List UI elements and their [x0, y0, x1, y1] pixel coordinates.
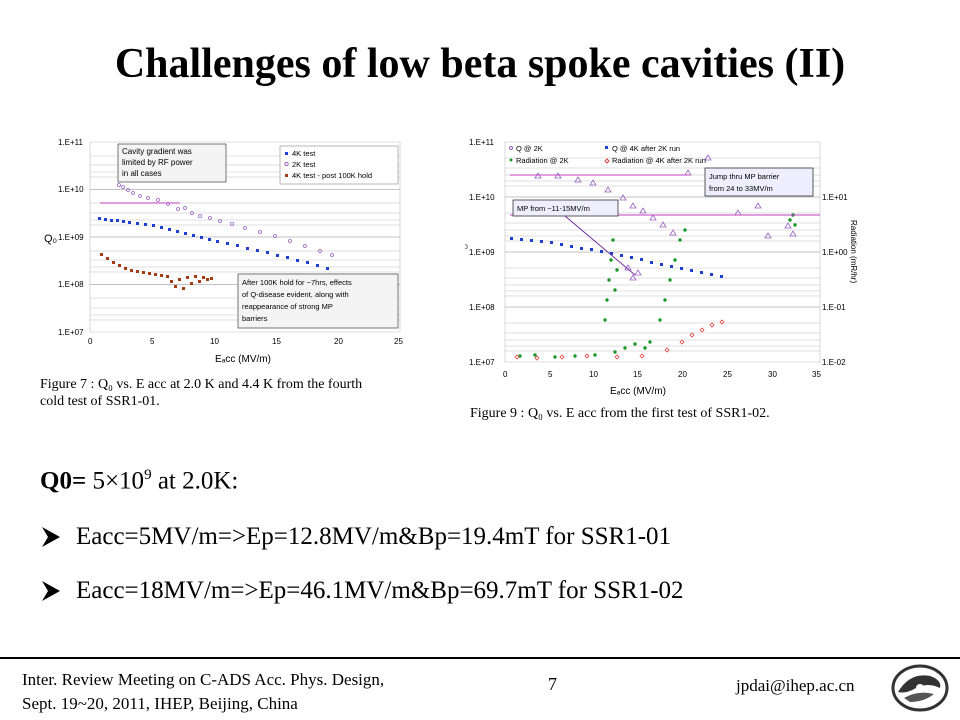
- svg-text:After 100K hold for ~7hrs, eff: After 100K hold for ~7hrs, effects: [242, 278, 352, 287]
- page-number: 7: [548, 674, 557, 694]
- y-tick-labels: 1.E+11 1.E+10 1.E+09 1.E+08 1.E+07: [469, 138, 495, 367]
- svg-text:15: 15: [633, 370, 642, 379]
- series-q-4k-after-2k: [510, 237, 723, 278]
- svg-text:25: 25: [394, 337, 403, 346]
- svg-text:Q @ 2K: Q @ 2K: [516, 144, 543, 153]
- figure-7-plot: 1.E+11 1.E+10 1.E+09 1.E+08 1.E+07 0 5 1…: [40, 130, 415, 370]
- svg-text:0: 0: [503, 370, 508, 379]
- bullet-item: Eacc=18MV/m=>Ep=46.1MV/m&Bp=69.7mT for S…: [40, 577, 684, 605]
- svg-text:20: 20: [334, 337, 343, 346]
- series-4k-post-100k: [100, 253, 213, 290]
- svg-text:0: 0: [88, 337, 93, 346]
- svg-text:5: 5: [548, 370, 553, 379]
- svg-text:20: 20: [678, 370, 687, 379]
- bullet-text: Eacc=18MV/m=>Ep=46.1MV/m&Bp=69.7mT for S…: [76, 577, 684, 604]
- footer-conference: Inter. Review Meeting on C-ADS Acc. Phys…: [22, 668, 384, 716]
- y2-tick-labels: 1.E+01 1.E+00 1.E-01 1.E-02: [822, 193, 848, 367]
- arrow-bullet-icon: [42, 581, 60, 601]
- q0-label: Q0=: [40, 467, 87, 495]
- y-axis-label: Q₀: [465, 239, 468, 251]
- caption-line: Figure 9 : Q₀ vs. E acc from the first t…: [470, 406, 770, 421]
- svg-text:Cavity gradient was: Cavity gradient was: [122, 147, 192, 156]
- ihep-logo-icon: [890, 662, 950, 719]
- svg-text:4K test - post 100K hold: 4K test - post 100K hold: [292, 171, 372, 180]
- annotation-bottom: After 100K hold for ~7hrs, effects of Q-…: [237, 273, 399, 329]
- q0-statement: Q0= 5×109 at 2.0K:: [40, 467, 238, 495]
- svg-text:1.E+07: 1.E+07: [58, 328, 84, 337]
- svg-text:15: 15: [272, 337, 281, 346]
- svg-text:1.E+08: 1.E+08: [469, 303, 495, 312]
- annotation-top: Cavity gradient was limited by RF power …: [117, 143, 227, 183]
- svg-text:in all cases: in all cases: [122, 169, 162, 178]
- svg-text:1.E-02: 1.E-02: [822, 358, 846, 367]
- y-axis-label: Q₀: [44, 233, 57, 245]
- series-2k: [117, 183, 334, 257]
- q0-value: 5×10: [86, 467, 145, 495]
- footer-email: jpdai@ihep.ac.cn: [736, 676, 855, 695]
- svg-text:5: 5: [150, 337, 155, 346]
- svg-text:MP from ~11-15MV/m: MP from ~11-15MV/m: [517, 204, 590, 213]
- bullet-text: Eacc=5MV/m=>Ep=12.8MV/m&Bp=19.4mT for SS…: [76, 523, 672, 550]
- annotation-jump: Jump thru MP barrier from 24 to 33MV/m: [704, 167, 814, 197]
- svg-text:2K test: 2K test: [292, 160, 316, 169]
- arrow-bullet-icon: [42, 527, 60, 547]
- svg-text:from 24 to 33MV/m: from 24 to 33MV/m: [709, 184, 773, 193]
- figure-7-caption: Figure 7 : Q₀ vs. E acc at 2.0 K and 4.4…: [40, 376, 362, 410]
- q0-exponent: 9: [144, 467, 152, 483]
- x-axis-label: Eₐcc (MV/m): [215, 354, 271, 365]
- figure-9-caption: Figure 9 : Q₀ vs. E acc from the first t…: [470, 405, 770, 422]
- svg-text:1.E+08: 1.E+08: [58, 280, 84, 289]
- svg-text:barriers: barriers: [242, 314, 268, 323]
- svg-text:25: 25: [723, 370, 732, 379]
- svg-text:limited by RF power: limited by RF power: [122, 158, 193, 167]
- bullet-item: Eacc=5MV/m=>Ep=12.8MV/m&Bp=19.4mT for SS…: [40, 523, 671, 551]
- svg-text:1.E+10: 1.E+10: [469, 193, 495, 202]
- svg-text:Radiation @ 2K: Radiation @ 2K: [516, 156, 569, 165]
- svg-text:30: 30: [768, 370, 777, 379]
- svg-text:1.E+09: 1.E+09: [469, 248, 495, 257]
- svg-text:1.E+11: 1.E+11: [469, 138, 495, 147]
- figure-9-plot: 1.E+11 1.E+10 1.E+09 1.E+08 1.E+07 1.E+0…: [455, 130, 860, 400]
- annotation-mp: MP from ~11-15MV/m: [512, 199, 636, 276]
- svg-text:35: 35: [812, 370, 821, 379]
- footer-divider: [0, 657, 960, 659]
- y2-axis-label: Radiation (mR/hr): [849, 220, 858, 283]
- svg-text:4K test: 4K test: [292, 149, 316, 158]
- x-axis-label: Eₐcc (MV/m): [610, 386, 666, 397]
- svg-text:of Q-disease evident, along wi: of Q-disease evident, along with: [242, 290, 349, 299]
- caption-line: cold test of SSR1-01.: [40, 394, 160, 409]
- series-radiation-4k-after-2k: [514, 319, 725, 361]
- svg-text:reappearance of strong MP: reappearance of strong MP: [242, 302, 333, 311]
- svg-text:1.E+09: 1.E+09: [58, 233, 84, 242]
- svg-text:1.E+07: 1.E+07: [469, 358, 495, 367]
- svg-text:Jump thru MP barrier: Jump thru MP barrier: [709, 172, 780, 181]
- svg-text:1.E+10: 1.E+10: [58, 185, 84, 194]
- legend: 4K test 2K test 4K test - post 100K hold: [279, 145, 399, 185]
- svg-text:10: 10: [210, 337, 219, 346]
- svg-text:1.E-01: 1.E-01: [822, 303, 846, 312]
- series-4k: [98, 217, 329, 270]
- svg-text:1.E+00: 1.E+00: [822, 248, 848, 257]
- svg-text:1.E+11: 1.E+11: [58, 138, 84, 147]
- svg-text:10: 10: [589, 370, 598, 379]
- page-title: Challenges of low beta spoke cavities (I…: [114, 41, 846, 87]
- footer-line: Inter. Review Meeting on C-ADS Acc. Phys…: [22, 670, 385, 689]
- q0-suffix: at 2.0K:: [151, 467, 239, 495]
- x-tick-labels: 0 5 10 15 20 25: [88, 337, 403, 346]
- y-tick-labels: 1.E+11 1.E+10 1.E+09 1.E+08 1.E+07: [58, 138, 84, 337]
- svg-text:Q @ 4K after 2K run: Q @ 4K after 2K run: [612, 144, 680, 153]
- svg-text:1.E+01: 1.E+01: [822, 193, 848, 202]
- legend: Q @ 2K Q @ 4K after 2K run Radiation @ 2…: [509, 144, 706, 165]
- x-tick-labels: 0 5 10 15 20 25 30 35: [503, 370, 821, 379]
- annotation-arrow: [564, 215, 636, 276]
- footer-line: Sept. 19~20, 2011, IHEP, Beijing, China: [22, 694, 298, 713]
- svg-text:Radiation @ 4K after 2K run: Radiation @ 4K after 2K run: [612, 156, 706, 165]
- caption-line: Figure 7 : Q₀ vs. E acc at 2.0 K and 4.4…: [40, 377, 363, 392]
